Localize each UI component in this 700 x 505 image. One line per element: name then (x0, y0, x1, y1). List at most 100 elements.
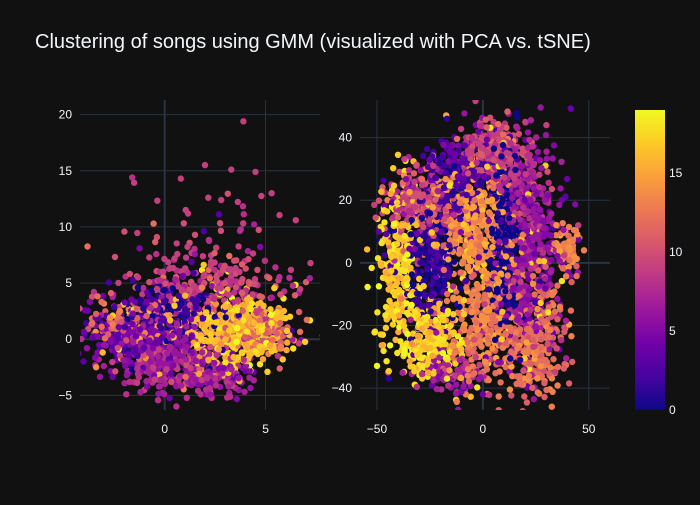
pca-point (243, 342, 249, 348)
pca-point (108, 290, 114, 296)
tsne-point (548, 211, 554, 217)
tsne-point (535, 389, 541, 395)
pca-point (259, 327, 265, 333)
pca-point (231, 289, 237, 295)
tsne-point (517, 217, 523, 223)
pca-point (146, 279, 152, 285)
pca-point (304, 317, 310, 323)
tsne-point (543, 132, 549, 138)
tsne-point (390, 321, 396, 327)
tsne-point (548, 269, 554, 275)
pca-point (277, 365, 283, 371)
pca-point (191, 310, 197, 316)
pca-point (107, 314, 113, 320)
tsne-point (508, 392, 514, 398)
pca-point (93, 364, 99, 370)
pca-point (161, 287, 167, 293)
pca-point (240, 203, 246, 209)
pca-point (241, 389, 247, 395)
tsne-point (420, 232, 426, 238)
tsne-point (520, 368, 526, 374)
tsne-point (458, 285, 464, 291)
pca-point (161, 298, 167, 304)
pca-point (218, 228, 224, 234)
tsne-point (506, 293, 512, 299)
pca-ytick-label: 0 (65, 332, 72, 346)
pca-point (137, 326, 143, 332)
tsne-point (468, 297, 474, 303)
pca-point (256, 227, 262, 233)
pca-points (44, 118, 326, 410)
pca-point (71, 342, 77, 348)
tsne-point (379, 342, 385, 348)
pca-point (174, 251, 180, 257)
tsne-point (541, 394, 547, 400)
pca-point (130, 310, 136, 316)
pca-point (272, 264, 278, 270)
pca-point (290, 345, 296, 351)
pca-point (296, 309, 302, 315)
pca-point (89, 320, 95, 326)
pca-point (205, 357, 211, 363)
tsne-point (554, 345, 560, 351)
pca-point (240, 308, 246, 314)
tsne-point (378, 331, 384, 337)
tsne-point (420, 153, 426, 159)
tsne-point (533, 191, 539, 197)
pca-point (170, 362, 176, 368)
tsne-point (419, 182, 425, 188)
tsne-point (521, 393, 527, 399)
pca-point (155, 397, 161, 403)
tsne-point (444, 116, 450, 122)
tsne-point (514, 110, 520, 116)
pca-point (97, 374, 103, 380)
tsne-point (484, 335, 490, 341)
pca-point (143, 378, 149, 384)
tsne-point (537, 104, 543, 110)
tsne-point (475, 260, 481, 266)
pca-point (155, 353, 161, 359)
pca-point (238, 226, 244, 232)
pca-point (200, 296, 206, 302)
pca-point (216, 211, 222, 217)
tsne-point (456, 304, 462, 310)
pca-point (182, 293, 188, 299)
tsne-point (425, 370, 431, 376)
tsne-point (560, 265, 566, 271)
pca-point (115, 332, 121, 338)
tsne-point (569, 359, 575, 365)
tsne-point (471, 204, 477, 210)
pca-point (80, 358, 86, 364)
pca-point (240, 220, 246, 226)
tsne-points (364, 60, 587, 426)
tsne-point (472, 212, 478, 218)
tsne-point (373, 214, 379, 220)
pca-point (205, 195, 211, 201)
tsne-point (503, 125, 509, 131)
tsne-point (422, 292, 428, 298)
pca-point (148, 326, 154, 332)
pca-point (218, 341, 224, 347)
pca-point (278, 313, 284, 319)
pca-point (254, 267, 260, 273)
tsne-point (563, 273, 569, 279)
pca-point (220, 365, 226, 371)
pca-xtick-label: 0 (161, 422, 168, 436)
tsne-point (390, 165, 396, 171)
pca-point (207, 275, 213, 281)
tsne-point (496, 393, 502, 399)
pca-point (260, 356, 266, 362)
pca-point (188, 259, 194, 265)
pca-point (242, 334, 248, 340)
pca-point (257, 244, 263, 250)
tsne-point (472, 98, 478, 104)
tsne-point (530, 420, 536, 426)
tsne-point (383, 325, 389, 331)
tsne-point (441, 267, 447, 273)
pca-point (196, 371, 202, 377)
pca-point (225, 383, 231, 389)
pca-point (137, 389, 143, 395)
pca-point (93, 311, 99, 317)
tsne-point (575, 237, 581, 243)
